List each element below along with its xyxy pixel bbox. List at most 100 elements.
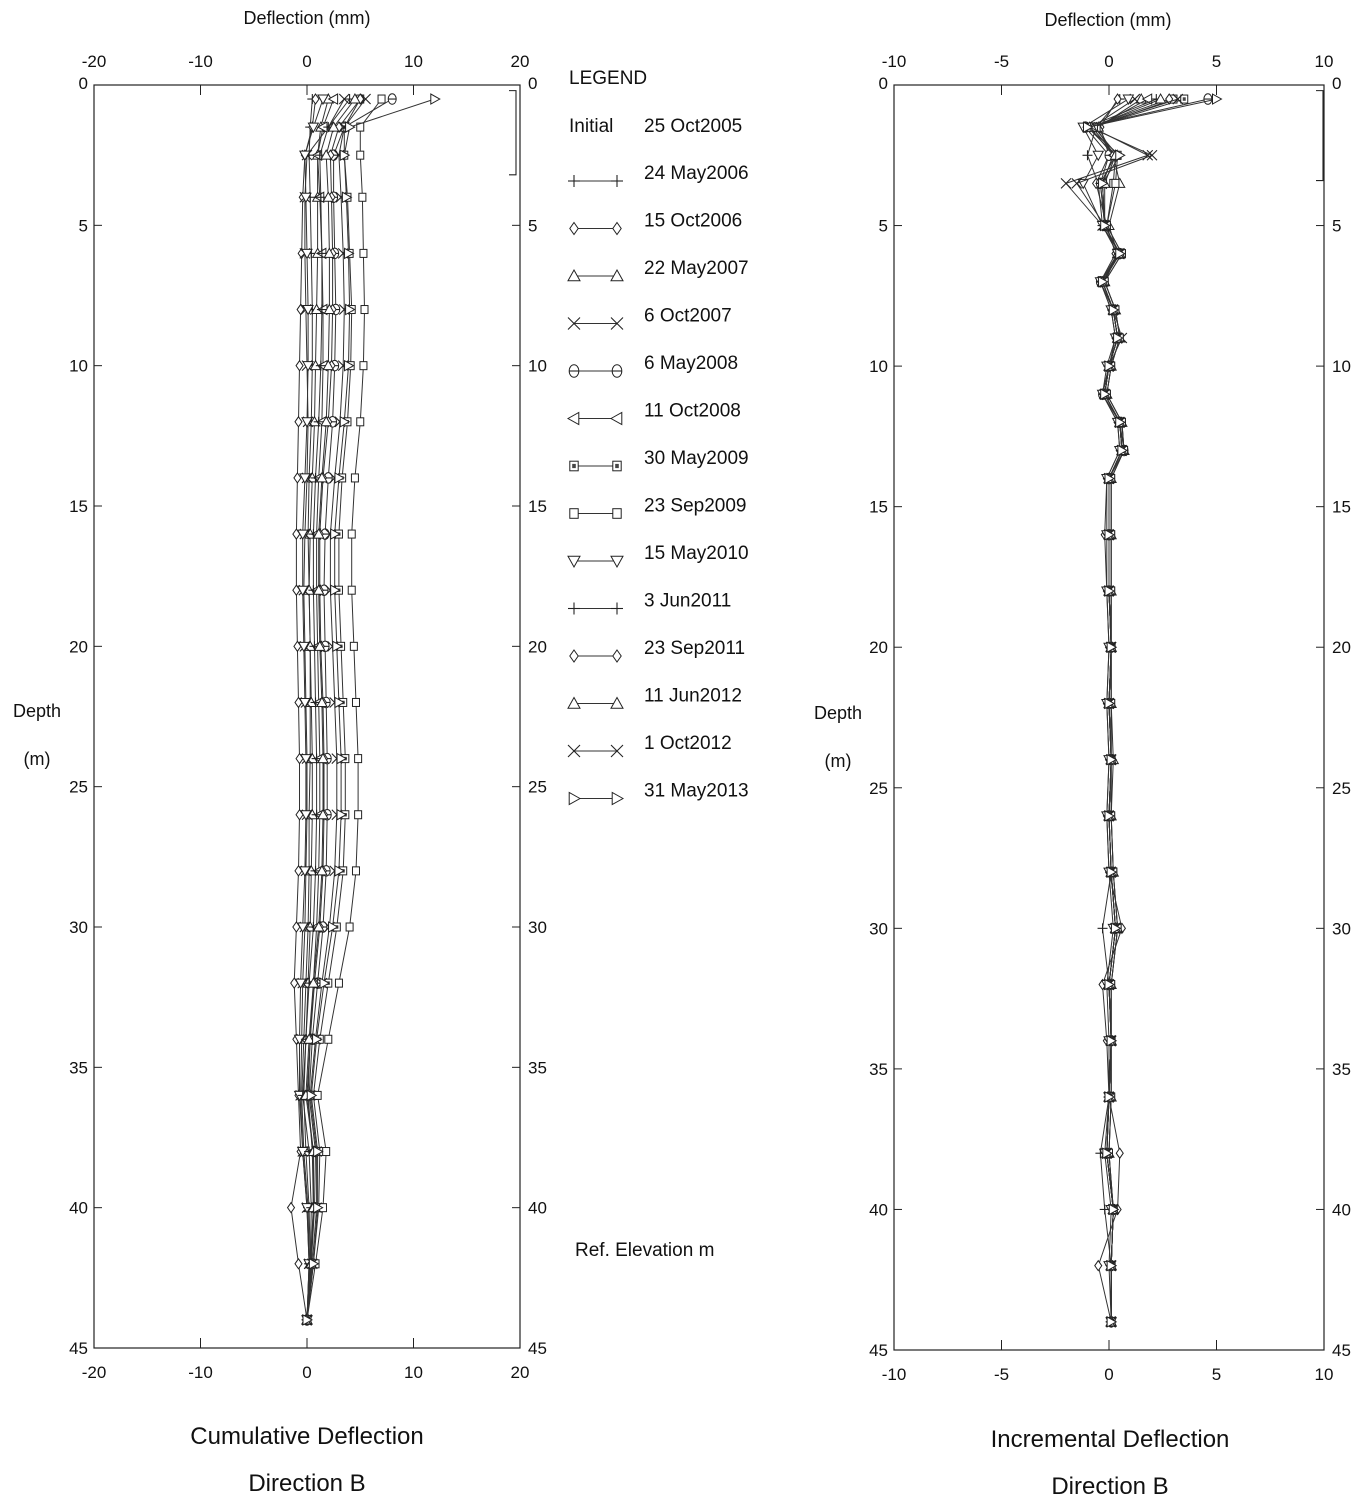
series-point-0-11-4 — [323, 247, 336, 258]
series-point-0-11-14 — [317, 808, 329, 820]
series-0-13 — [302, 93, 441, 1326]
cumulative-axes: -20 -20 -10 -10 0 0 10 10 20 20 0 0 5 5 10 10 15 15 20 20 25… — [69, 52, 547, 1382]
legend-marker-left-11 — [567, 696, 581, 709]
series-line-0-8 — [299, 98, 324, 1320]
y-tick-label-left-1-10: 10 — [869, 357, 888, 376]
series-point-0-1-7 — [294, 415, 303, 428]
legend-entry-1: 15 Oct2006 — [569, 211, 742, 236]
legend-marker-left-7 — [569, 508, 579, 519]
series-point-0-11-12 — [316, 696, 328, 707]
incremental-top-xlabel: Deflection (mm) — [1044, 10, 1171, 30]
series-point-0-8-17 — [294, 978, 307, 990]
series-point-0-13-7 — [339, 415, 351, 428]
legend-marker-left-3 — [567, 317, 581, 330]
legend-label-8: 15 May2010 — [644, 543, 749, 564]
x-tick-label-top-0-10: 10 — [404, 52, 423, 71]
legend-marker-right-1 — [612, 221, 622, 236]
series-line-0-10 — [306, 98, 361, 1320]
series-point-1-13-14 — [1104, 528, 1116, 541]
series-point-0-13-10 — [330, 584, 341, 597]
legend-marker-right-6 — [612, 460, 622, 472]
series-point-0-13-4 — [344, 247, 355, 260]
legend-entry-7: 23 Sep2009 — [569, 496, 747, 519]
series-point-1-13-2 — [1115, 149, 1126, 162]
series-line-0-6 — [306, 98, 361, 1320]
series-line-0-0 — [301, 98, 313, 1320]
series-point-1-11-0 — [1154, 93, 1167, 104]
legend-label-2: 22 May2007 — [644, 258, 749, 279]
series-point-0-7-12 — [351, 697, 360, 707]
legend-label-1: 15 Oct2006 — [644, 211, 742, 232]
series-point-0-8-2 — [299, 150, 311, 162]
y-tick-label-right-1-30: 30 — [1332, 919, 1351, 938]
x-tick-label-top-1-5: 5 — [1212, 52, 1221, 71]
series-point-0-13-3 — [341, 191, 353, 204]
legend-initial-date: 25 Oct2005 — [644, 116, 742, 137]
series-point-0-7-5 — [360, 305, 369, 315]
legend-label-13: 31 May2013 — [644, 781, 749, 802]
y-tick-label-left-0-20: 20 — [69, 637, 88, 656]
y-tick-label-right-1-35: 35 — [1332, 1060, 1351, 1079]
series-point-0-13-19 — [306, 1089, 318, 1102]
ref-elevation-label: Ref. Elevation m — [575, 1240, 714, 1261]
series-point-0-4-0 — [387, 93, 397, 105]
legend-entry-11: 11 Jun2012 — [567, 686, 742, 709]
series-point-0-11-2 — [320, 149, 333, 160]
series-0-8 — [293, 94, 329, 1326]
series-point-0-8-16 — [296, 922, 309, 934]
series-point-0-7-15 — [351, 866, 360, 876]
cumulative-subtitle: Direction B — [248, 1470, 365, 1497]
series-point-0-13-14 — [336, 808, 348, 821]
y-tick-label-left-1-20: 20 — [869, 638, 888, 657]
incremental-chart: Deflection (mm) -10 -10 -5 -5 0 0 5 5 10 10 0 0 5 5 10… — [814, 10, 1351, 1500]
series-line-0-13 — [306, 98, 435, 1320]
series-point-0-13-9 — [330, 528, 341, 540]
legend-marker-left-6 — [569, 460, 579, 472]
legend-entry-4: 6 May2008 — [568, 353, 738, 378]
legend-marker-left-12 — [567, 744, 581, 758]
x-tick-label-top-1--10: -10 — [882, 52, 907, 71]
series-point-1-13-8 — [1113, 332, 1124, 344]
series-point-0-11-11 — [313, 640, 326, 651]
legend-entry-9: 3 Jun2011 — [568, 591, 731, 615]
x-tick-label-bottom-0--20: -20 — [82, 1363, 107, 1382]
x-tick-label-bottom-1-5: 5 — [1212, 1365, 1221, 1384]
legend-marker-right-7 — [612, 508, 622, 519]
y-tick-label-right-0-5: 5 — [528, 216, 537, 235]
legend-entry-3: 6 Oct2007 — [567, 306, 732, 330]
series-point-0-13-12 — [334, 696, 345, 709]
legend-label-4: 6 May2008 — [644, 353, 738, 374]
y-tick-label-left-1-5: 5 — [879, 217, 888, 236]
legend-label-9: 3 Jun2011 — [644, 591, 731, 612]
x-tick-label-top-1-10: 10 — [1315, 52, 1334, 71]
legend-entry-12: 1 Oct2012 — [567, 733, 732, 758]
series-point-1-8-2 — [1092, 150, 1105, 162]
series-point-0-13-5 — [345, 303, 356, 316]
series-point-1-3-3 — [1060, 177, 1072, 189]
y-tick-label-left-1-30: 30 — [869, 919, 888, 938]
cumulative-ylabel-unit: (m) — [24, 749, 51, 769]
legend-marker-right-8 — [610, 555, 624, 569]
series-1-13 — [1083, 93, 1223, 1328]
series-point-0-9-4 — [316, 248, 327, 259]
x-tick-label-top-1--5: -5 — [994, 52, 1009, 71]
legend-label-11: 11 Jun2012 — [644, 686, 742, 707]
series-point-1-13-25 — [1102, 1147, 1113, 1160]
series-1-12 — [1071, 93, 1184, 1328]
series-point-0-1-5 — [296, 303, 305, 316]
series-point-0-11-17 — [307, 977, 320, 988]
series-point-0-1-6 — [295, 359, 304, 372]
series-point-0-13-20 — [313, 1145, 324, 1158]
series-point-0-1-21 — [286, 1201, 296, 1214]
series-point-0-11-3 — [322, 191, 335, 202]
legend-label-3: 6 Oct2007 — [644, 306, 732, 327]
legend-entries: 24 May2006 15 Oct2006 22 May2007 6 Oct2007 6… — [566, 163, 749, 806]
series-point-1-13-16 — [1106, 641, 1118, 654]
series-point-1-9-26 — [1099, 1204, 1110, 1215]
legend-marker-left-9 — [568, 602, 580, 615]
series-point-0-5-0 — [327, 93, 339, 105]
series-point-1-13-13 — [1104, 472, 1116, 485]
series-point-0-11-16 — [312, 920, 325, 932]
incremental-ylabel-unit: (m) — [825, 751, 852, 771]
legend-entry-2: 22 May2007 — [567, 258, 749, 282]
